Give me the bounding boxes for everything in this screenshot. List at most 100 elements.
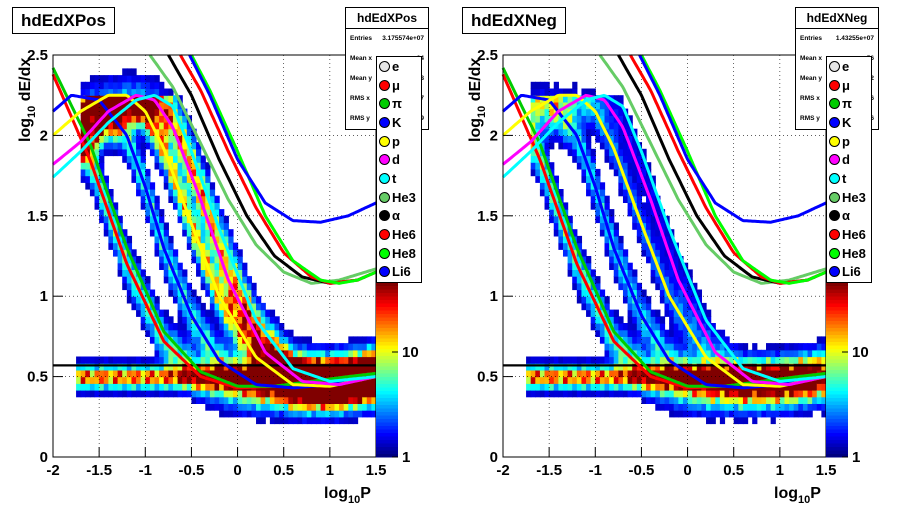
heatmap-cell <box>182 316 188 324</box>
heatmap-cell <box>103 209 109 217</box>
heatmap-cell <box>586 108 592 116</box>
heatmap-cell <box>205 189 211 197</box>
heatmap-cell <box>632 209 638 217</box>
heatmap-cell <box>692 396 698 404</box>
heatmap-cell <box>659 242 666 250</box>
heatmap-cell <box>719 363 726 371</box>
heatmap-cell <box>186 383 193 391</box>
heatmap-cell <box>613 162 619 170</box>
heatmap-cell <box>136 376 142 384</box>
heatmap-cell <box>604 142 610 150</box>
heatmap-cell <box>756 403 762 411</box>
x-tick-label: -2 <box>496 462 509 479</box>
heatmap-cell <box>136 142 142 150</box>
heatmap-cell <box>812 390 818 398</box>
heatmap-cell <box>678 403 684 411</box>
heatmap-cell <box>669 242 675 250</box>
heatmap-cell <box>223 356 229 364</box>
heatmap-cell <box>145 81 151 90</box>
heatmap-cell <box>682 376 689 384</box>
heatmap-cell <box>348 396 354 404</box>
heatmap-cell <box>595 356 601 364</box>
heatmap-cell <box>539 189 546 197</box>
heatmap-cell <box>154 135 160 143</box>
heatmap-cell <box>807 356 813 364</box>
heatmap-cell <box>784 343 790 351</box>
heatmap-cell <box>279 403 285 411</box>
heatmap-cell <box>223 316 229 324</box>
heatmap-cell <box>678 410 684 418</box>
heatmap-cell <box>655 356 661 364</box>
heatmap-cell <box>219 269 225 277</box>
heatmap-cell <box>595 296 601 304</box>
heatmap-cell <box>159 148 165 157</box>
heatmap-cell <box>103 215 109 224</box>
heatmap-cell <box>535 81 541 90</box>
heatmap-cell <box>558 135 564 143</box>
heatmap-cell <box>821 356 827 364</box>
heatmap-cell <box>595 108 601 116</box>
heatmap-cell <box>145 142 151 150</box>
heatmap-cell <box>581 95 587 103</box>
heatmap-cell <box>177 128 183 136</box>
heatmap-cell <box>549 363 555 371</box>
heatmap-cell <box>362 363 368 371</box>
heatmap-cell <box>636 343 643 351</box>
heatmap-cell <box>738 376 744 384</box>
heatmap-cell <box>126 376 133 384</box>
heatmap-cell <box>182 122 188 130</box>
heatmap-cell <box>669 249 675 257</box>
heatmap-cell <box>209 296 216 304</box>
legend-item: He6 <box>377 225 421 244</box>
heatmap-cell <box>627 182 633 190</box>
heatmap-cell <box>362 396 368 404</box>
heatmap-cell <box>177 302 183 311</box>
heatmap-cell <box>172 155 179 163</box>
heatmap-cell <box>678 336 684 344</box>
heatmap-cell <box>613 242 619 250</box>
color-scale-cell <box>826 320 848 325</box>
heatmap-cell <box>622 282 629 291</box>
heatmap-cell <box>265 316 271 324</box>
heatmap-cell <box>209 309 216 317</box>
heatmap-cell <box>251 363 257 371</box>
heatmap-cell <box>572 262 578 270</box>
heatmap-cell <box>641 309 647 317</box>
heatmap-cell <box>775 349 781 358</box>
heatmap-cell <box>159 101 165 110</box>
heatmap-cell <box>586 256 592 264</box>
heatmap-cell <box>646 162 652 170</box>
heatmap-cell <box>715 390 721 398</box>
heatmap-cell <box>288 390 294 398</box>
heatmap-cell <box>655 343 661 351</box>
heatmap-cell <box>279 329 285 337</box>
heatmap-cell <box>94 383 100 391</box>
heatmap-cell <box>200 195 206 203</box>
stats-title: hdEdXNeg <box>796 8 878 29</box>
color-scale-cell <box>826 376 848 381</box>
heatmap-cell <box>108 81 114 90</box>
heatmap-cell <box>260 349 266 358</box>
heatmap-cell <box>232 296 239 304</box>
heatmap-cell <box>618 235 624 244</box>
heatmap-cell <box>117 115 123 123</box>
heatmap-cell <box>576 289 583 297</box>
heatmap-cell <box>613 316 619 324</box>
heatmap-cell <box>673 390 679 398</box>
color-scale-label: 10 <box>852 344 869 361</box>
heatmap-cell <box>636 323 643 331</box>
heatmap-cell <box>567 390 573 398</box>
color-scale-cell <box>376 299 398 304</box>
color-scale-cell <box>376 443 398 447</box>
color-scale-cell <box>376 296 398 300</box>
heatmap-cell <box>793 383 799 391</box>
heatmap-cell <box>279 369 285 378</box>
heatmap-cell <box>200 383 206 391</box>
heatmap-cell <box>163 168 169 177</box>
color-scale-cell <box>826 366 848 370</box>
legend-item: He3 <box>377 188 421 207</box>
heatmap-cell <box>595 369 601 378</box>
heatmap-cell <box>251 356 257 364</box>
heatmap-cell <box>352 363 359 371</box>
heatmap-cell <box>103 222 109 230</box>
